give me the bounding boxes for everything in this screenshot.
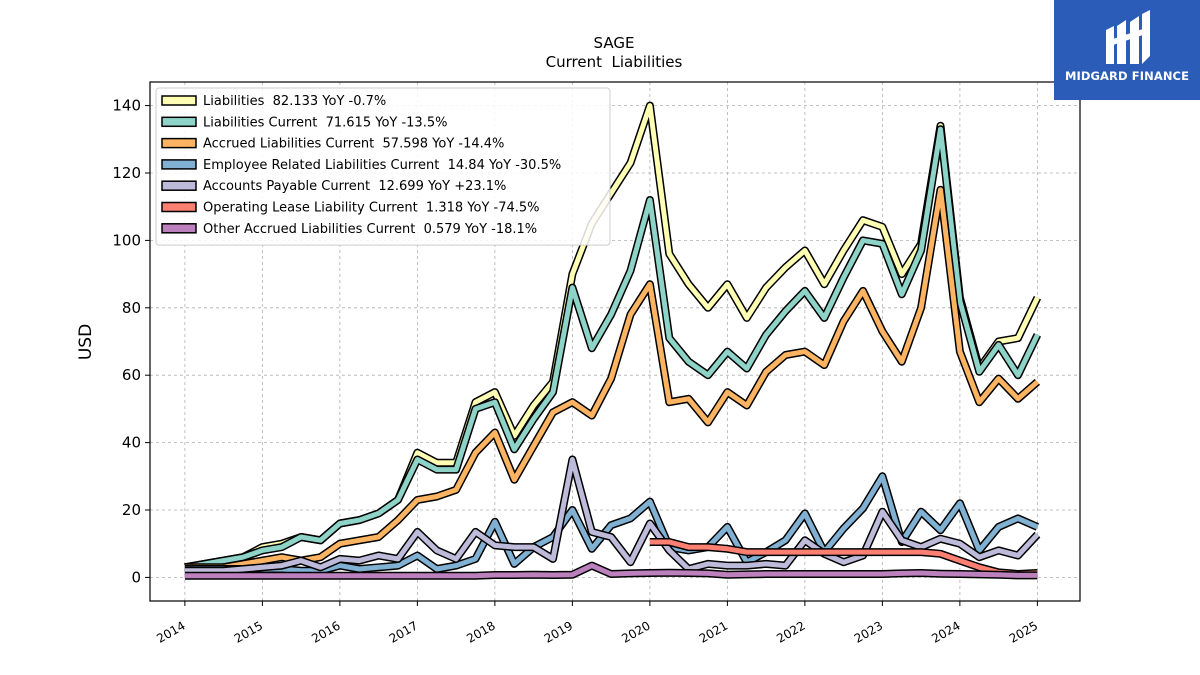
x-tick-label: 2021 [697, 618, 730, 645]
legend-swatch [161, 95, 197, 106]
series-line [184, 473, 1039, 574]
series-line [184, 126, 1040, 570]
series-line [184, 563, 1038, 579]
series-line [649, 539, 1038, 577]
x-tick-label: 2019 [542, 618, 575, 645]
legend-label: Liabilities 82.133 YoY -0.7% [203, 94, 386, 109]
legend-label: Accounts Payable Current 12.699 YoY +23.… [203, 179, 506, 194]
series-3 [184, 472, 1040, 575]
y-tick-label: 60 [122, 366, 141, 384]
y-tick-label: 20 [122, 501, 141, 519]
x-tick-label: 2017 [387, 618, 420, 645]
legend-box [155, 87, 611, 246]
x-tick-label: 2015 [232, 618, 265, 645]
series-5 [649, 538, 1038, 578]
legend-swatch [161, 180, 197, 191]
series-4 [184, 455, 1041, 575]
legend: Liabilities 82.133 YoY -0.7% Liabilities … [155, 87, 611, 246]
series-line [184, 187, 1040, 570]
legend-label: Other Accrued Liabilities Current 0.579 … [203, 222, 537, 237]
legend-swatch [161, 159, 197, 170]
legend-label: Liabilities Current 71.615 YoY -13.5% [203, 115, 447, 130]
series-2 [184, 185, 1041, 572]
brand-name: MIDGARD FINANCE [1064, 69, 1190, 83]
y-tick-label: 0 [131, 568, 141, 586]
y-axis-label: USD [76, 324, 96, 360]
x-tick-label: 2025 [1007, 618, 1040, 645]
x-tick-label: 2020 [619, 618, 652, 645]
legend-swatch [161, 116, 197, 128]
plot-frame [149, 81, 1081, 602]
y-tick-label: 80 [122, 299, 141, 317]
x-tick-label: 2018 [464, 618, 497, 645]
y-tick-label: 40 [122, 434, 141, 452]
legend-label: Employee Related Liabilities Current 14.… [203, 158, 561, 173]
legend-label: Operating Lease Liability Current 1.318 … [203, 201, 540, 216]
brand-logo: MIDGARD FINANCE [1054, 0, 1200, 100]
x-tick-label: 2023 [852, 618, 885, 645]
legend-swatch [161, 223, 197, 234]
chart-subtitle: Current Liabilities [546, 53, 683, 71]
legend-swatch [161, 201, 197, 213]
series-line [184, 457, 1040, 574]
series-lines [184, 101, 1042, 580]
chart-title: SAGE [594, 34, 635, 52]
x-tick-label: 2022 [774, 618, 807, 645]
series-6 [184, 561, 1038, 580]
x-tick-label: 2014 [154, 618, 187, 645]
series-1 [184, 125, 1042, 572]
legend-swatch [161, 137, 197, 149]
y-tick-label: 140 [112, 97, 141, 115]
x-tick-label: 2024 [929, 618, 962, 645]
brand-mark-icon [1106, 10, 1150, 64]
y-tick-label: 100 [112, 231, 141, 249]
y-tick-label: 120 [112, 164, 141, 182]
legend-label: Accrued Liabilities Current 57.598 YoY -… [203, 137, 504, 152]
x-tick-label: 2016 [309, 618, 342, 645]
